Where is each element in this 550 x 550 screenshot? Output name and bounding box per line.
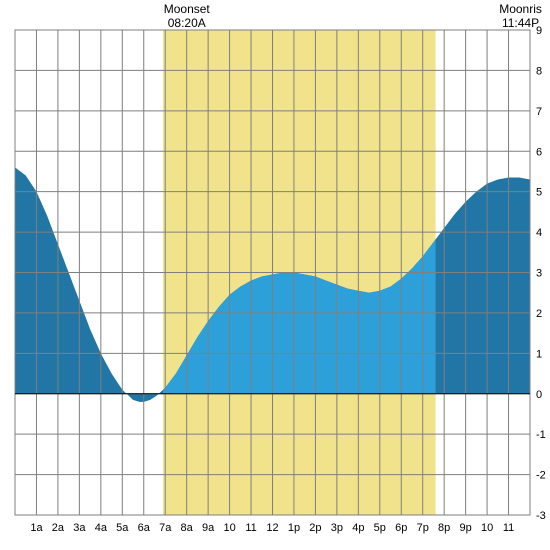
chart-svg: -3-2-101234567891a2a3a4a5a6a7a8a9a101112… — [0, 0, 550, 550]
svg-text:8: 8 — [536, 65, 542, 77]
svg-text:8a: 8a — [181, 522, 194, 534]
svg-text:11: 11 — [503, 522, 514, 534]
svg-text:10: 10 — [223, 522, 235, 534]
svg-text:9a: 9a — [202, 522, 215, 534]
moonrise-label: Moonris — [499, 2, 542, 16]
svg-text:10: 10 — [481, 522, 493, 534]
svg-text:1: 1 — [536, 348, 542, 360]
svg-text:7a: 7a — [159, 522, 172, 534]
svg-text:7p: 7p — [417, 522, 429, 534]
svg-text:2a: 2a — [52, 522, 65, 534]
svg-text:3: 3 — [536, 268, 542, 280]
svg-text:6p: 6p — [395, 522, 407, 534]
svg-text:6: 6 — [536, 146, 542, 158]
svg-text:11: 11 — [245, 522, 256, 534]
svg-text:5p: 5p — [374, 522, 386, 534]
svg-text:8p: 8p — [438, 522, 450, 534]
svg-text:6a: 6a — [138, 522, 151, 534]
moonset-label: Moonset — [164, 2, 210, 16]
svg-text:1p: 1p — [288, 522, 300, 534]
tide-chart: -3-2-101234567891a2a3a4a5a6a7a8a9a101112… — [0, 0, 550, 550]
svg-text:4p: 4p — [352, 522, 364, 534]
svg-text:0: 0 — [536, 389, 542, 401]
svg-text:2: 2 — [536, 308, 542, 320]
svg-text:4a: 4a — [95, 522, 108, 534]
svg-text:-1: -1 — [536, 429, 546, 441]
svg-text:3a: 3a — [73, 522, 86, 534]
moonrise-header: Moonris 11:44P — [499, 2, 542, 30]
svg-text:3p: 3p — [331, 522, 343, 534]
moonset-header: Moonset 08:20A — [164, 2, 210, 30]
moonrise-time: 11:44P — [499, 16, 542, 30]
svg-text:-3: -3 — [536, 510, 546, 522]
svg-text:5a: 5a — [116, 522, 129, 534]
moonset-time: 08:20A — [164, 16, 210, 30]
svg-text:9p: 9p — [460, 522, 472, 534]
svg-text:1a: 1a — [30, 522, 43, 534]
svg-text:2p: 2p — [309, 522, 321, 534]
svg-text:5: 5 — [536, 187, 542, 199]
svg-text:4: 4 — [536, 227, 542, 239]
svg-text:7: 7 — [536, 106, 542, 118]
svg-text:-2: -2 — [536, 470, 546, 482]
svg-text:12: 12 — [266, 522, 278, 534]
